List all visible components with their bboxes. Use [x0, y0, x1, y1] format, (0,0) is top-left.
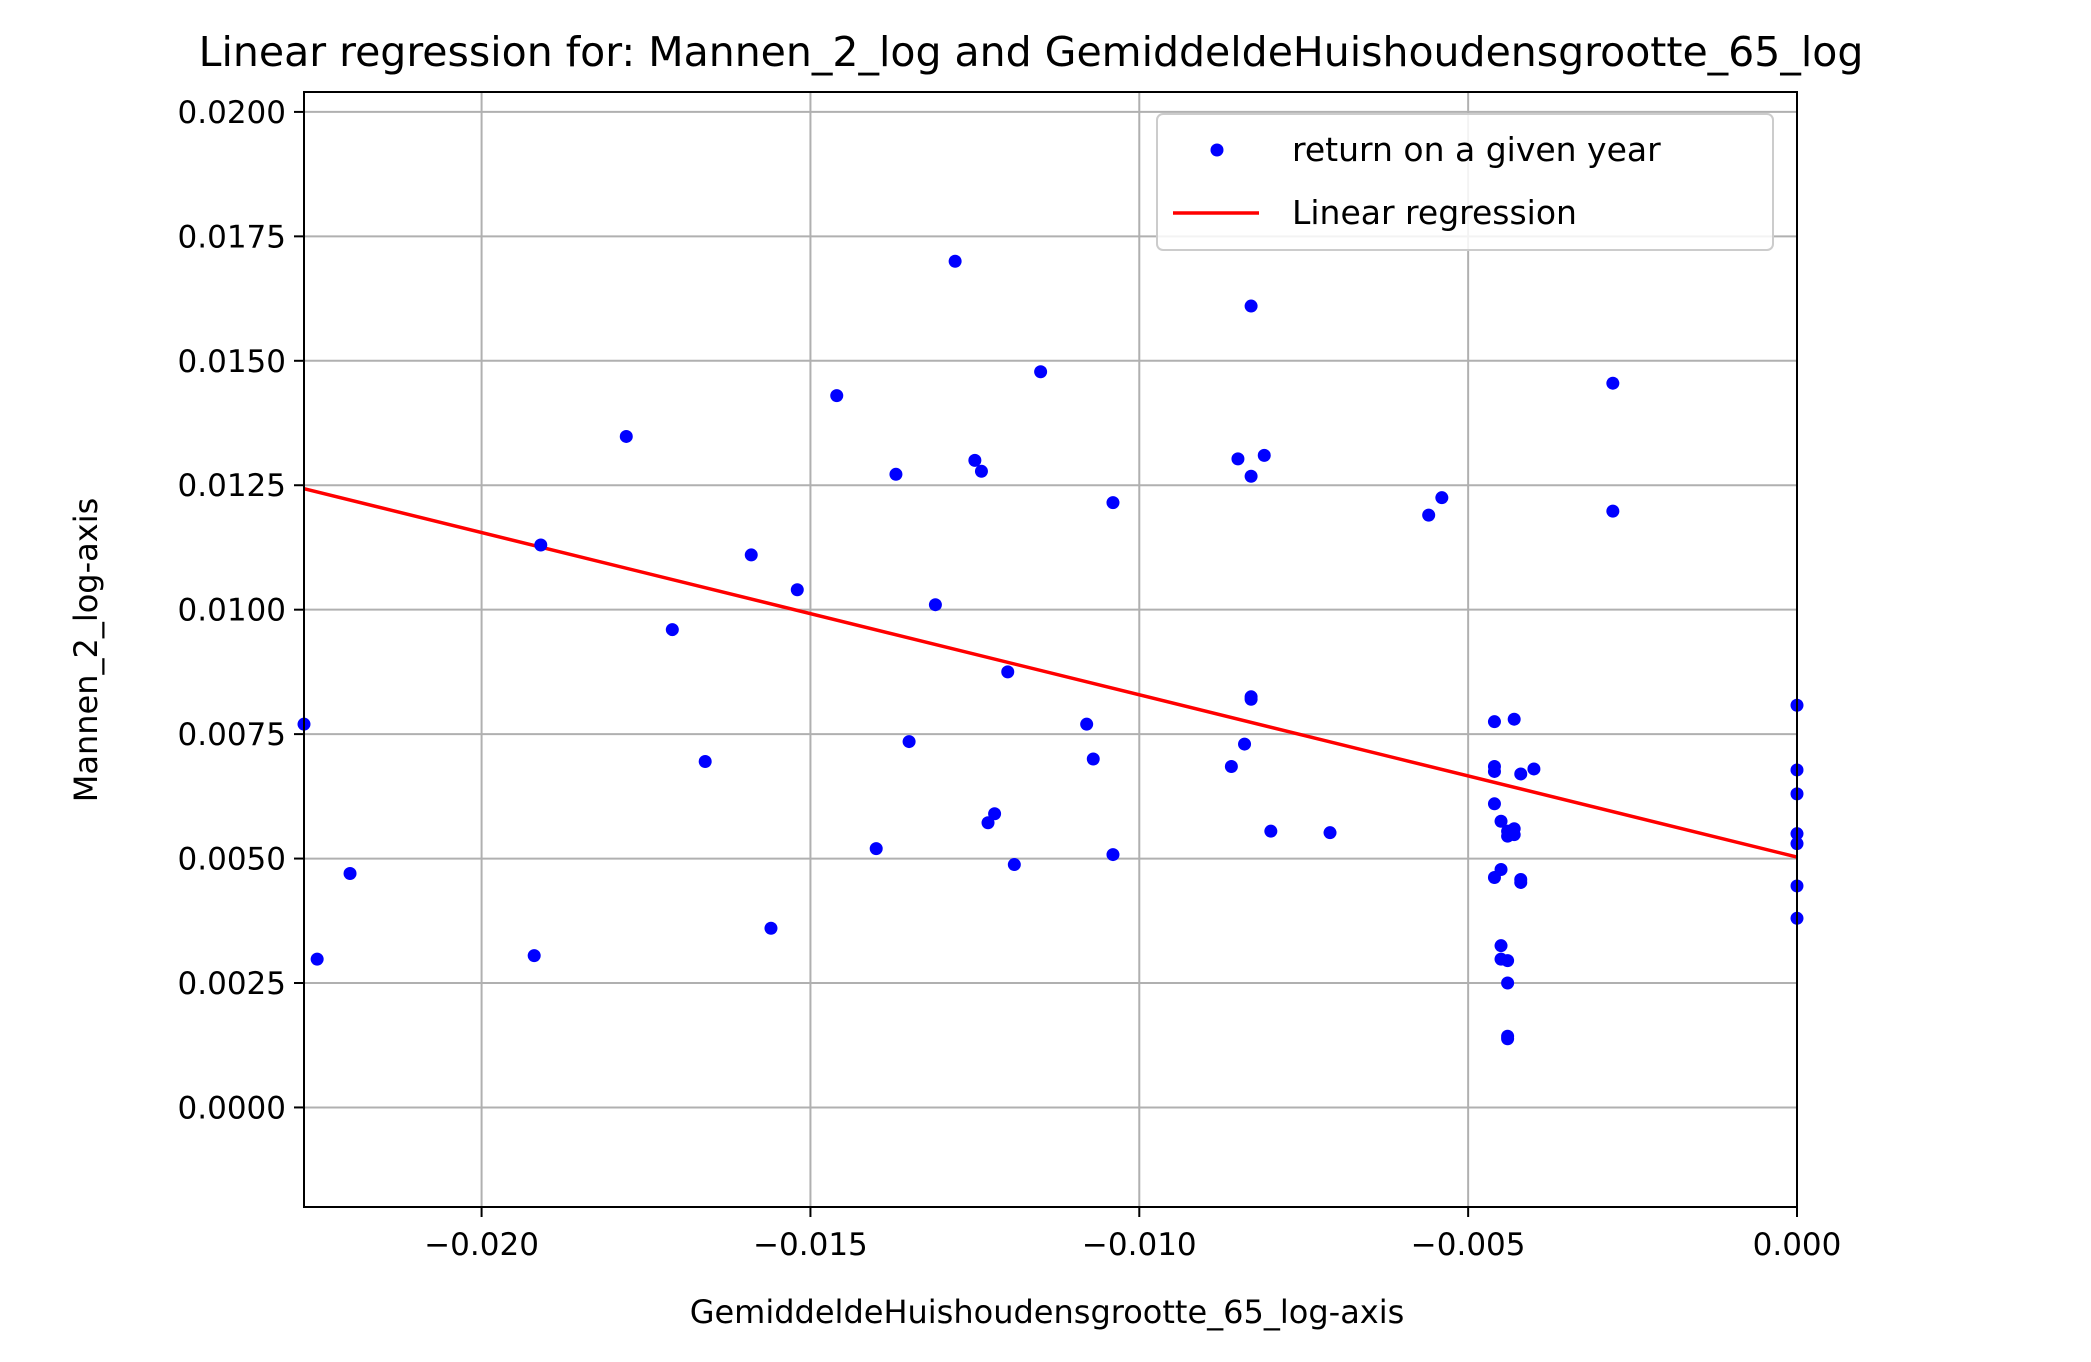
data-point: [665, 623, 679, 637]
data-point: [1224, 759, 1238, 773]
data-point: [698, 754, 712, 768]
y-tick-label: 0.0200: [178, 95, 286, 131]
data-point: [1007, 858, 1021, 872]
data-point: [1244, 469, 1258, 483]
data-point: [1494, 814, 1508, 828]
y-tick-label: 0.0000: [178, 1090, 286, 1126]
data-point: [764, 921, 778, 935]
data-point: [1527, 762, 1541, 776]
data-point: [1507, 822, 1521, 836]
regression-line: [303, 487, 1798, 859]
legend-scatter-label: return on a given year: [1292, 130, 1661, 169]
y-axis-ticks: 0.0000 0.0025 0.0050 0.0075 0.0100 0.0125 0.01…: [178, 95, 304, 1126]
data-point: [1264, 824, 1278, 838]
data-point: [981, 816, 995, 830]
legend-box: [1156, 113, 1774, 251]
data-point: [1501, 976, 1515, 990]
y-tick-label: 0.0175: [178, 219, 286, 255]
data-point: [1435, 491, 1449, 505]
data-point: [928, 598, 942, 612]
data-point: [1494, 939, 1508, 953]
data-point: [1606, 504, 1620, 518]
x-tick-label: −0.015: [753, 1227, 868, 1263]
y-tick-label: 0.0100: [178, 593, 286, 629]
data-point: [902, 735, 916, 749]
x-axis-label: GemiddeldeHuishoudensgrootte_65_log-axis: [690, 1293, 1405, 1331]
data-point: [790, 583, 804, 597]
legend: return on a given year Linear regression: [1156, 113, 1774, 251]
data-point: [1106, 496, 1120, 510]
data-point: [948, 254, 962, 268]
data-point: [1231, 452, 1245, 466]
legend-scatter-marker: [1210, 143, 1224, 157]
plot-frame: [303, 91, 1798, 1208]
data-point: [1323, 826, 1337, 840]
data-point: [830, 389, 844, 403]
data-point: [1238, 737, 1252, 751]
x-tick-label: −0.020: [424, 1227, 539, 1263]
data-point: [869, 842, 883, 856]
x-axis-ticks: −0.020 −0.015 −0.010 −0.005 0.000: [424, 1207, 1841, 1263]
data-point: [1106, 848, 1120, 862]
data-point: [1487, 759, 1501, 773]
x-tick-label: −0.005: [1411, 1227, 1526, 1263]
data-point: [889, 467, 903, 481]
data-point: [310, 952, 324, 966]
y-tick-label: 0.0150: [178, 344, 286, 380]
data-point: [988, 807, 1002, 821]
data-point: [968, 453, 982, 467]
data-point: [1244, 299, 1258, 313]
data-point: [1507, 712, 1521, 726]
y-tick-label: 0.0050: [178, 842, 286, 878]
data-point: [527, 949, 541, 963]
data-point: [1001, 665, 1015, 679]
data-point: [744, 548, 758, 562]
data-point: [1422, 508, 1436, 522]
data-point: [1487, 715, 1501, 729]
data-point: [1080, 717, 1094, 731]
data-point: [1501, 1032, 1515, 1046]
y-axis-label: Mannen_2_log-axis: [67, 498, 105, 803]
data-point: [343, 866, 357, 880]
x-tick-label: −0.010: [1082, 1227, 1197, 1263]
data-point: [1606, 376, 1620, 390]
y-tick-label: 0.0025: [178, 966, 286, 1002]
legend-line-label: Linear regression: [1292, 193, 1577, 232]
data-point: [1034, 365, 1048, 379]
data-point: [974, 464, 988, 478]
data-point: [1494, 863, 1508, 877]
data-point: [1487, 797, 1501, 811]
data-point: [534, 538, 548, 552]
data-point: [1514, 872, 1528, 886]
chart-title: Linear regression for: Mannen_2_log and …: [199, 28, 1864, 76]
x-tick-label: 0.000: [1753, 1227, 1842, 1263]
y-tick-label: 0.0075: [178, 717, 286, 753]
data-point: [1514, 767, 1528, 781]
regression-layer: [303, 487, 1798, 859]
data-point: [619, 429, 633, 443]
data-point: [1257, 448, 1271, 462]
data-point: [1244, 690, 1258, 704]
data-point: [1501, 954, 1515, 968]
data-point: [1086, 752, 1100, 766]
scatter-points: [297, 254, 1804, 1046]
y-tick-label: 0.0125: [178, 468, 286, 504]
